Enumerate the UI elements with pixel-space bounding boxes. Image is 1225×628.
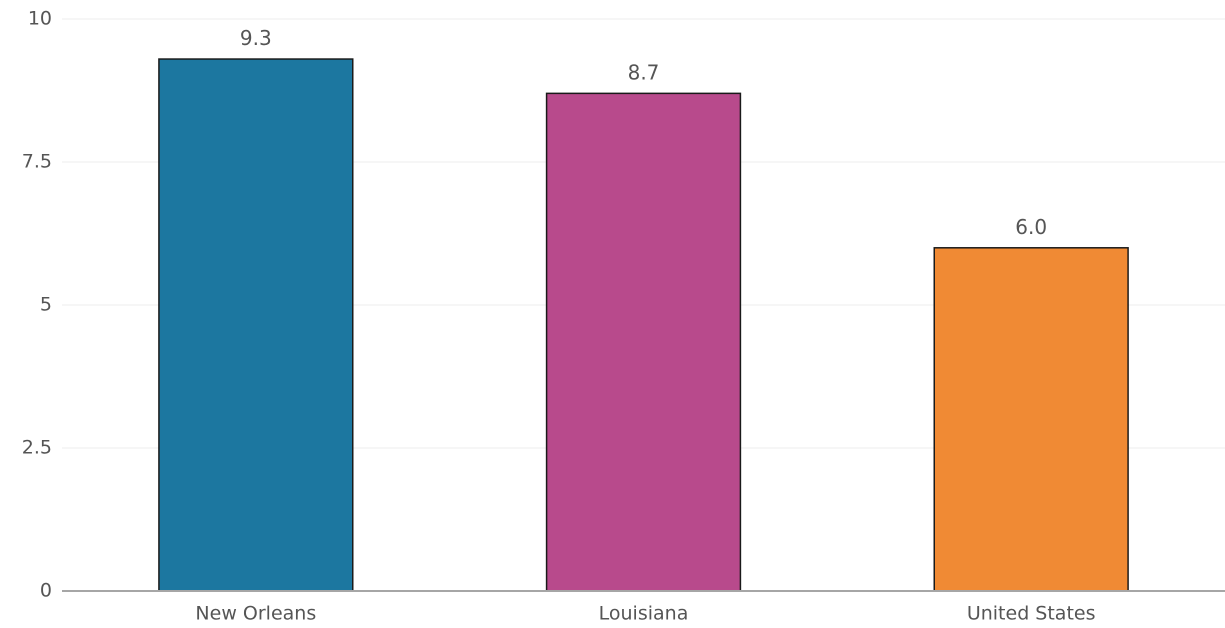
- data-label: 9.3: [240, 26, 272, 50]
- x-tick-label: United States: [967, 603, 1096, 625]
- x-tick-label: Louisiana: [599, 603, 689, 625]
- y-tick-label: 2.5: [22, 437, 52, 459]
- bar: [545, 92, 742, 592]
- y-tick-label: 5: [40, 294, 52, 316]
- y-tick-label: 10: [28, 8, 52, 30]
- y-axis-ticks: 0 2.5 5 7.5 10: [22, 8, 52, 602]
- bar: [933, 247, 1129, 592]
- data-label: 8.7: [628, 60, 660, 84]
- x-axis-ticks: New Orleans Louisiana United States: [195, 603, 1095, 625]
- bar: [158, 58, 354, 592]
- data-labels: 9.3 8.7 6.0: [240, 26, 1047, 239]
- bars: [158, 58, 1129, 592]
- y-tick-label: 7.5: [22, 151, 52, 173]
- data-label: 6.0: [1015, 215, 1047, 239]
- y-tick-label: 0: [40, 580, 52, 602]
- x-tick-label: New Orleans: [195, 603, 316, 625]
